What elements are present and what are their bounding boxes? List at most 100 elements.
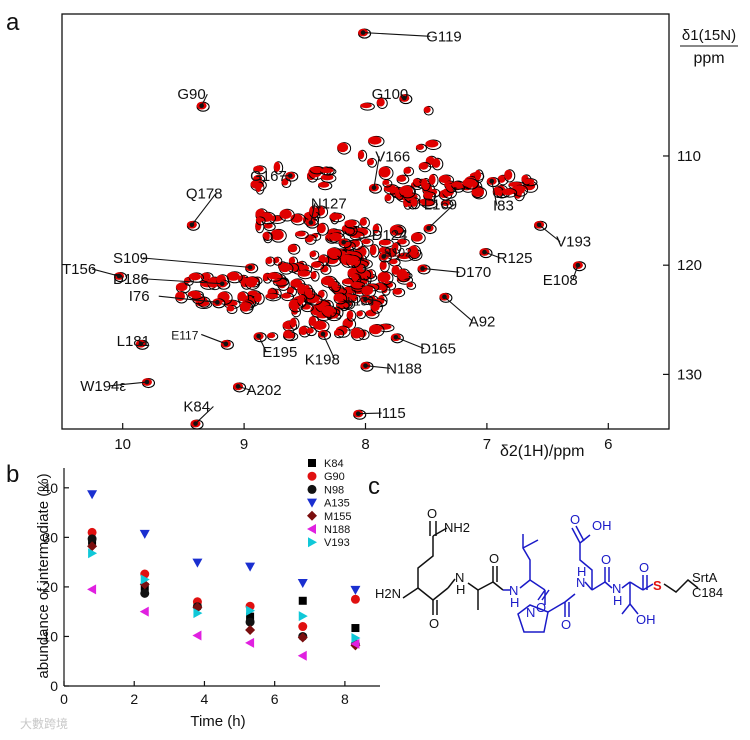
hsqc-peak-marker	[355, 411, 361, 417]
hsqc-background-peak	[267, 272, 280, 280]
hsqc-background-peak	[360, 102, 372, 109]
leu-nh-h: H	[510, 595, 519, 610]
hsqc-peak-marker	[575, 262, 581, 268]
legend-marker-m155	[307, 510, 317, 521]
pro-ring-n: N	[526, 605, 535, 620]
hsqc-ylabel-denominator: ppm	[693, 50, 724, 67]
hsqc-peak-marker	[402, 95, 407, 101]
structure-blue-bonds	[503, 525, 654, 633]
hsqc-background-peak	[175, 291, 185, 301]
hsqc-x-tick-label: 9	[240, 436, 248, 453]
hsqc-background-peak	[273, 257, 280, 264]
hsqc-peak-label: A92	[469, 313, 496, 330]
hsqc-background-peak-reference	[320, 167, 337, 176]
abundance-point-n188	[139, 606, 149, 617]
hsqc-x-tick-label: 8	[361, 436, 369, 453]
hsqc-background-peak	[281, 293, 292, 299]
hsqc-background-peak	[361, 238, 371, 245]
hsqc-peak-marker	[199, 103, 204, 109]
abundance-y-tick-label: 30	[42, 529, 58, 545]
legend-label: N98	[324, 484, 344, 496]
thioester-sulfur: S	[653, 578, 662, 593]
hsqc-background-peak	[397, 238, 407, 245]
hsqc-peak-label: V166	[375, 148, 410, 165]
abundance-point-a135	[350, 585, 361, 595]
hsqc-peak-leader	[572, 265, 579, 281]
hsqc-peaks	[114, 28, 587, 430]
abundance-x-tick-label: 4	[201, 691, 209, 707]
hsqc-background-peak	[372, 224, 380, 234]
hsqc-spectrum: 10 9 8 7 6 110 120 130 G119 G90 G100 G167 V166 N127 L…	[61, 13, 738, 460]
hsqc-background-peak	[345, 227, 352, 233]
hsqc-peak-label: I83	[493, 198, 514, 215]
hsqc-peak-label: N127	[311, 195, 347, 212]
hsqc-y-axis-label: δ1(15N) ppm	[680, 27, 738, 67]
hsqc-peak-marker	[256, 333, 261, 339]
thr-carbonyl-oxygen: O	[639, 560, 649, 575]
abundance-x-tick-label: 8	[341, 691, 349, 707]
hsqc-peak-marker	[287, 173, 293, 178]
glu-acid-oh: OH	[592, 518, 612, 533]
hsqc-peak-leader	[201, 333, 227, 345]
hsqc-background-peak	[408, 245, 419, 257]
hsqc-peak-marker	[215, 300, 220, 305]
hsqc-background-peak	[318, 182, 330, 188]
hsqc-background-peak	[272, 278, 286, 285]
hsqc-peak-label: K198	[305, 352, 340, 369]
hsqc-background-peak	[428, 174, 436, 185]
legend-label: K84	[324, 458, 344, 470]
pro-carbonyl-oxygen: O	[561, 617, 571, 632]
hsqc-peak-label: D170	[455, 264, 491, 281]
hsqc-background-peak	[320, 265, 329, 273]
hsqc-peak-marker	[341, 239, 346, 245]
hsqc-background-peak	[358, 269, 369, 278]
hsqc-peak-leader	[258, 335, 267, 353]
hsqc-peak-label: G119	[426, 28, 462, 45]
hsqc-x-tick-label: 10	[114, 436, 131, 453]
hsqc-background-peak	[309, 166, 322, 172]
hsqc-background-peak	[356, 310, 363, 317]
hsqc-peak-marker	[189, 222, 195, 228]
hsqc-background-peak	[288, 257, 296, 265]
hsqc-background-peak	[370, 300, 380, 312]
hsqc-peak-label: D165	[420, 341, 456, 358]
hsqc-background-peak	[297, 270, 310, 277]
hsqc-background-peak	[384, 194, 392, 202]
hsqc-background-peak	[333, 329, 342, 336]
hsqc-background-peak	[431, 158, 441, 168]
abundance-point-n188	[245, 637, 255, 648]
leu-nh-n: N	[509, 583, 518, 598]
hsqc-background-peak	[378, 166, 391, 178]
abundance-point-k84	[351, 624, 360, 633]
panel-label-a: a	[6, 9, 20, 36]
hsqc-peak-labels: G119 G90 G100 G167 V166 N127 L169 I83 Q178 D124 V1…	[62, 28, 591, 426]
hsqc-x-axis-label: δ2(1H)/ppm	[500, 443, 584, 460]
hsqc-peak-leader	[310, 203, 316, 223]
abundance-point-k84	[246, 612, 255, 621]
hsqc-peak-label: D186	[113, 271, 149, 288]
legend-marker-g90	[307, 471, 317, 481]
hsqc-x-tick-label: 7	[483, 436, 491, 453]
thr-hydroxyl: OH	[636, 612, 656, 627]
hsqc-background-peak	[306, 294, 320, 303]
hsqc-peak-leader	[358, 412, 382, 415]
hsqc-background-peak	[361, 285, 374, 296]
abundance-point-m155	[297, 632, 308, 643]
hsqc-background-peak	[320, 168, 334, 174]
hsqc-peak-marker	[320, 331, 326, 337]
hsqc-background-peak	[254, 292, 262, 303]
hsqc-background-peak	[382, 179, 390, 186]
hsqc-background-peak	[350, 281, 363, 288]
abundance-point-v193	[193, 608, 203, 619]
abundance-y-tick-label: 20	[42, 579, 58, 595]
hsqc-background-peak	[471, 187, 484, 197]
hsqc-peak-label: E195	[262, 344, 297, 361]
hsqc-peak-label: V193	[556, 234, 591, 251]
hsqc-background-peak	[187, 290, 201, 298]
hsqc-peak-marker	[193, 421, 198, 426]
hsqc-background-peak	[239, 302, 251, 312]
hsqc-background-peak	[396, 269, 408, 280]
hsqc-peak-leader	[195, 406, 214, 424]
hsqc-background-peak	[207, 277, 220, 288]
